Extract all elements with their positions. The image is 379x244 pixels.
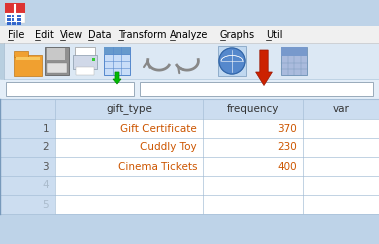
Bar	[12, 22, 16, 25]
Text: Cuddly Toy: Cuddly Toy	[140, 142, 197, 152]
Text: View: View	[60, 30, 83, 40]
Bar	[0, 79, 379, 99]
Text: Graphs: Graphs	[220, 30, 255, 40]
Text: Edit: Edit	[35, 30, 54, 40]
Text: 230: 230	[277, 142, 297, 152]
Bar	[281, 47, 307, 75]
Circle shape	[219, 48, 245, 74]
Text: 1: 1	[42, 123, 49, 133]
Bar	[17, 14, 21, 17]
Bar	[0, 176, 379, 195]
Bar	[45, 47, 69, 75]
Bar	[5, 3, 25, 13]
Text: File: File	[8, 30, 24, 40]
Bar	[0, 119, 55, 138]
Bar	[0, 119, 379, 138]
FancyArrow shape	[113, 72, 121, 84]
Bar	[0, 99, 379, 119]
Text: Cinema Tickets: Cinema Tickets	[117, 162, 197, 172]
Text: 400: 400	[277, 162, 297, 172]
Bar	[12, 18, 16, 21]
Bar	[17, 18, 21, 21]
Bar	[0, 138, 55, 157]
Bar	[16, 57, 40, 60]
Bar	[5, 3, 25, 23]
Text: Data: Data	[88, 30, 111, 40]
FancyArrow shape	[255, 50, 273, 85]
Bar	[104, 47, 130, 75]
Bar	[0, 176, 55, 195]
Bar	[14, 51, 28, 57]
Bar	[17, 22, 21, 25]
Bar	[7, 14, 11, 17]
Text: 3: 3	[42, 162, 49, 172]
Bar	[75, 47, 95, 56]
Text: Transform: Transform	[118, 30, 166, 40]
Text: 4: 4	[42, 181, 49, 191]
Bar	[0, 138, 379, 157]
Bar	[47, 48, 65, 60]
Bar	[0, 43, 379, 79]
Circle shape	[219, 48, 245, 74]
Bar	[0, 43, 4, 79]
Text: Gift Certificate: Gift Certificate	[120, 123, 197, 133]
Bar	[73, 55, 97, 69]
Bar	[281, 47, 307, 56]
Bar	[12, 14, 16, 17]
Bar	[0, 26, 379, 43]
Bar	[0, 195, 55, 214]
Bar	[140, 82, 373, 96]
Text: 370: 370	[277, 123, 297, 133]
Text: 2: 2	[42, 142, 49, 152]
Bar	[0, 195, 379, 214]
Bar	[92, 58, 95, 61]
Text: Util: Util	[266, 30, 282, 40]
Bar	[6, 82, 134, 96]
Bar	[104, 47, 130, 54]
Bar	[14, 55, 42, 76]
Text: gift_type: gift_type	[106, 103, 152, 114]
Bar	[218, 46, 246, 76]
Bar	[0, 157, 55, 176]
Text: var: var	[332, 104, 349, 114]
Bar	[7, 22, 11, 25]
Text: frequency: frequency	[227, 104, 279, 114]
Text: 5: 5	[42, 200, 49, 210]
Bar	[0, 0, 379, 26]
Text: Analyze: Analyze	[170, 30, 208, 40]
Bar	[0, 157, 379, 176]
Bar	[7, 18, 11, 21]
Bar	[76, 67, 94, 74]
Bar	[47, 62, 67, 73]
